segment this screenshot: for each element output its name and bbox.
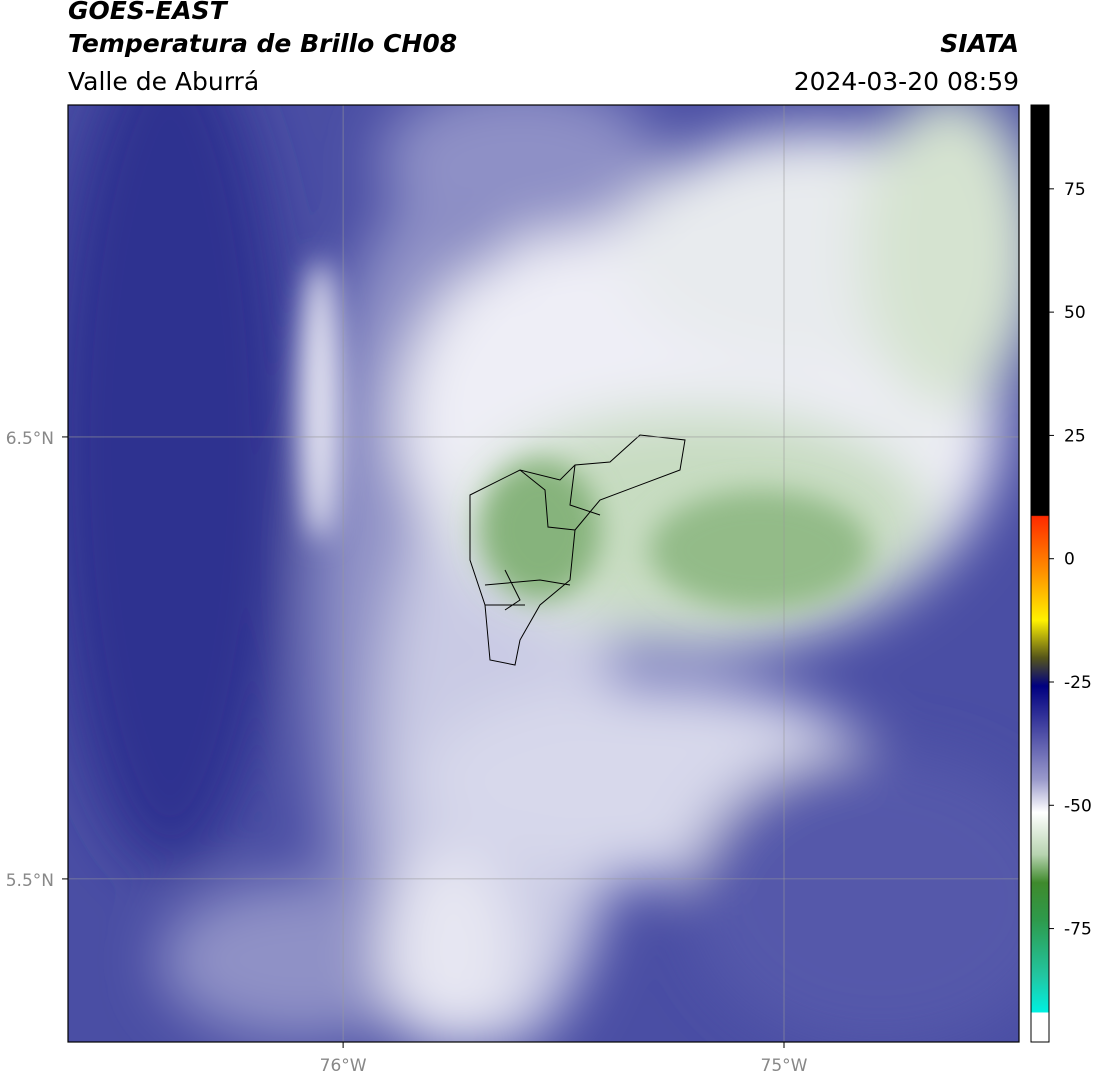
colorbar-tick-label: -50 [1064,796,1092,816]
subtitle: Temperatura de Brillo CH08 [68,29,457,58]
y-tick-label: 6.5°N [6,429,54,449]
x-tick-label: 75°W [761,1056,808,1076]
colorbar-tick-label: 50 [1064,303,1086,323]
colorbar-tick-label: 0 [1064,550,1075,570]
grid [68,105,1019,1042]
source: SIATA [940,29,1019,58]
x-tick-label: 76°W [320,1056,367,1076]
brightness-field [68,105,1019,1042]
colorbar-tick-label: -75 [1064,920,1092,940]
title: GOES-EAST [68,0,229,25]
y-tick-label: 5.5°N [6,871,54,891]
region: Valle de Aburrá [68,67,259,96]
colorbar-tick-label: -25 [1064,673,1092,693]
colorbar-tick-label: 25 [1064,426,1086,446]
colorbar-tick-label: 75 [1064,180,1086,200]
colorbar [1030,104,1050,1043]
map-frame [67,104,1020,1043]
timestamp: 2024-03-20 08:59 [794,67,1019,96]
